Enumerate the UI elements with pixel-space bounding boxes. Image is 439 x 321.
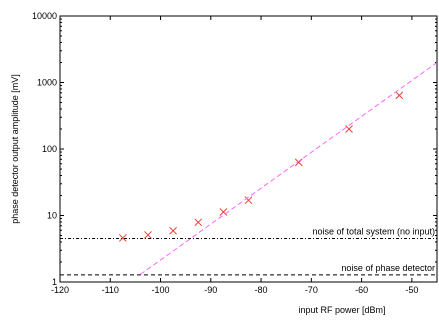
x-axis: -120 -110 -100 -90 -80 -70 -60 -50 bbox=[51, 16, 418, 295]
plot-frame bbox=[59, 15, 438, 283]
y-tick-label: 1 bbox=[52, 277, 57, 287]
x-tick-label: -70 bbox=[305, 285, 318, 295]
data-point-stroke bbox=[345, 125, 353, 133]
data-point-stroke bbox=[244, 196, 253, 205]
data-point bbox=[169, 226, 177, 235]
reference-line-label: noise of total system (no input) bbox=[312, 227, 435, 237]
y-tick-label: 100 bbox=[42, 144, 57, 154]
data-series bbox=[118, 62, 438, 275]
x-tick-label: -60 bbox=[355, 285, 368, 295]
data-point-stroke bbox=[169, 226, 177, 235]
y-tick-label: 10000 bbox=[32, 11, 57, 21]
data-point-stroke bbox=[118, 234, 127, 242]
fit-line bbox=[140, 62, 438, 275]
data-point-stroke bbox=[194, 218, 203, 227]
data-point bbox=[194, 218, 203, 227]
data-point bbox=[144, 231, 152, 239]
reference-lines: noise of total system (no input) noise of… bbox=[60, 227, 437, 276]
x-tick-label: -90 bbox=[204, 285, 217, 295]
y-axis-label: phase detector output amplitude [mV] bbox=[10, 74, 20, 224]
y-tick-label: 1000 bbox=[37, 78, 57, 88]
x-tick-label: -100 bbox=[152, 285, 170, 295]
data-point bbox=[345, 125, 353, 133]
x-tick-label: -120 bbox=[51, 285, 69, 295]
data-point bbox=[219, 208, 228, 216]
data-point-stroke bbox=[294, 158, 303, 167]
x-tick-label: -50 bbox=[405, 285, 418, 295]
x-axis-label: input RF power [dBm] bbox=[298, 305, 385, 315]
data-point bbox=[244, 196, 253, 205]
y-axis: 1 10 100 1000 10000 bbox=[32, 11, 437, 287]
data-point bbox=[294, 158, 303, 167]
y-tick-label: 10 bbox=[47, 211, 57, 221]
x-tick-label: -110 bbox=[102, 285, 119, 295]
data-point-stroke bbox=[395, 91, 404, 100]
data-point bbox=[395, 91, 404, 100]
data-point bbox=[118, 234, 127, 242]
data-point-stroke bbox=[144, 231, 152, 239]
reference-line-label: noise of phase detector bbox=[341, 263, 435, 273]
x-tick-label: -80 bbox=[255, 285, 268, 295]
data-point-stroke bbox=[219, 208, 228, 216]
